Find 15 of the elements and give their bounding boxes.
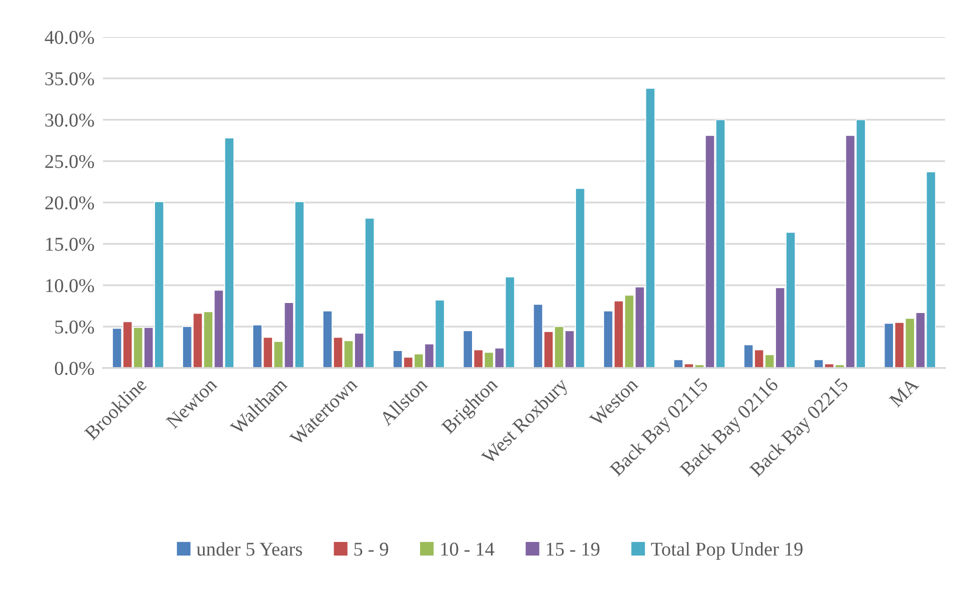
y-tick-label: 15.0% — [46, 238, 94, 251]
y-tick-label: 35.0% — [45, 72, 94, 86]
legend-label: 10 - 14 — [441, 542, 494, 556]
y-tick-label: 30.0% — [45, 114, 94, 127]
y-tick-label: 5.0% — [55, 320, 94, 334]
legend-label: under 5 Years — [196, 542, 302, 556]
y-tick-label: 40.0% — [44, 30, 94, 44]
legend-label: 15 - 19 — [546, 542, 600, 556]
legend-label: Total Pop Under 19 — [651, 542, 803, 560]
y-tick-label: 0.0% — [54, 362, 94, 376]
legend-label: 5 - 9 — [354, 542, 388, 556]
y-tick-label: 25.0% — [45, 154, 94, 168]
y-tick-label: 10.0% — [46, 279, 94, 292]
y-tick-label: 20.0% — [45, 196, 94, 210]
x-tick-label: MA — [888, 376, 920, 408]
